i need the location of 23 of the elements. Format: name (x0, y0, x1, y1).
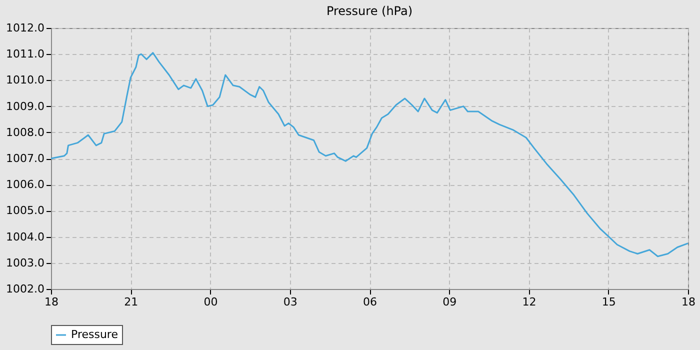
y-tick-label: 1002.0 (6, 282, 44, 296)
y-tick-label: 1009.0 (6, 100, 44, 113)
x-tick-label: 12 (522, 296, 536, 308)
x-tick-label: 03 (283, 296, 298, 308)
x-tick-label: 15 (602, 296, 616, 308)
chart-title: Pressure (hPa) (326, 4, 413, 18)
y-tick-label: 1003.0 (6, 256, 44, 270)
y-tick-label: 1004.0 (6, 230, 44, 244)
legend-label: Pressure (71, 328, 118, 341)
x-tick-label: 18 (44, 296, 58, 308)
y-tick-label: 1010.0 (6, 74, 44, 87)
y-tick-label: 1011.0 (6, 48, 44, 61)
x-tick-label: 18 (682, 296, 696, 308)
x-tick-label: 09 (442, 296, 457, 308)
line-series (50, 52, 689, 258)
x-tick-label: 21 (124, 296, 138, 308)
y-tick-label: 1008.0 (6, 126, 44, 139)
x-tick-label: 00 (204, 296, 218, 308)
y-tick-label: 1012.0 (6, 22, 44, 34)
y-tick-label: 1006.0 (6, 178, 44, 192)
x-tick-label: 06 (363, 296, 377, 308)
y-tick-label: 1007.0 (6, 152, 44, 165)
y-tick-label: 1005.0 (6, 204, 44, 218)
